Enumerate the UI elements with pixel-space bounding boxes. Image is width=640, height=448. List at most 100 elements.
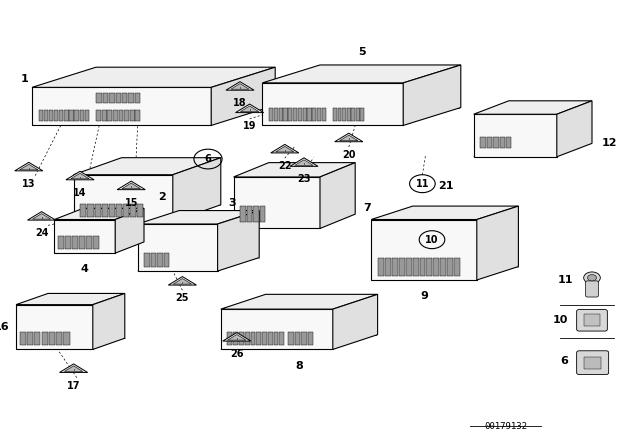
Bar (58, 236, 64, 249)
Polygon shape (33, 214, 51, 219)
Polygon shape (16, 293, 125, 305)
Text: 3: 3 (228, 198, 236, 208)
Polygon shape (221, 309, 333, 349)
Bar (392, 258, 397, 276)
Polygon shape (74, 158, 221, 175)
Bar (116, 93, 121, 103)
Bar (54, 110, 58, 121)
Bar (273, 332, 278, 345)
Bar (241, 206, 246, 222)
Text: 6: 6 (205, 154, 211, 164)
Polygon shape (66, 171, 94, 180)
Bar (385, 258, 391, 276)
Bar (20, 332, 26, 345)
Bar (97, 93, 102, 103)
Polygon shape (226, 82, 254, 90)
Bar (56, 332, 62, 345)
Text: 24: 24 (35, 228, 49, 238)
Bar (34, 332, 40, 345)
Bar (44, 110, 48, 121)
Bar (49, 332, 55, 345)
Polygon shape (262, 65, 461, 83)
Bar (303, 108, 307, 121)
Polygon shape (241, 106, 259, 112)
Text: 21: 21 (438, 181, 454, 191)
Polygon shape (340, 135, 358, 141)
Polygon shape (231, 84, 249, 89)
Polygon shape (138, 224, 218, 271)
Bar (301, 332, 307, 345)
Bar (584, 314, 600, 326)
Bar (244, 332, 250, 345)
Text: 7: 7 (363, 203, 371, 213)
Bar (239, 332, 244, 345)
Bar (288, 108, 292, 121)
Polygon shape (60, 364, 88, 372)
Polygon shape (122, 183, 140, 189)
Text: 20: 20 (342, 150, 356, 160)
Polygon shape (557, 101, 592, 157)
Polygon shape (335, 133, 363, 142)
Bar (93, 236, 99, 249)
Text: 18: 18 (233, 98, 247, 108)
Bar (262, 332, 267, 345)
Bar (42, 332, 48, 345)
Bar (113, 110, 118, 121)
Bar (86, 236, 92, 249)
Bar (322, 108, 326, 121)
Bar (88, 204, 93, 217)
Bar (69, 110, 74, 121)
Polygon shape (117, 181, 145, 190)
Polygon shape (371, 220, 477, 280)
Text: 6: 6 (561, 356, 568, 366)
Bar (128, 93, 134, 103)
Polygon shape (276, 146, 294, 152)
Bar (360, 108, 364, 121)
Bar (406, 258, 412, 276)
Polygon shape (234, 163, 355, 177)
Bar (342, 108, 346, 121)
Polygon shape (221, 294, 378, 309)
Text: 26: 26 (230, 349, 244, 359)
Polygon shape (320, 163, 355, 228)
Polygon shape (54, 220, 115, 253)
Bar (59, 110, 63, 121)
Bar (124, 110, 129, 121)
Bar (298, 108, 302, 121)
Bar (420, 258, 426, 276)
Text: 14: 14 (73, 188, 87, 198)
Bar (164, 253, 169, 267)
Bar (454, 258, 460, 276)
Bar (312, 108, 316, 121)
Polygon shape (93, 293, 125, 349)
Polygon shape (15, 162, 43, 171)
Text: 22: 22 (278, 161, 292, 171)
Bar (27, 332, 33, 345)
Polygon shape (223, 332, 251, 341)
Bar (109, 204, 115, 217)
Text: 11: 11 (557, 275, 573, 285)
Bar (233, 332, 238, 345)
Circle shape (588, 275, 596, 281)
Bar (493, 137, 499, 148)
Polygon shape (16, 305, 93, 349)
Bar (136, 110, 140, 121)
Polygon shape (20, 164, 38, 170)
Polygon shape (211, 67, 275, 125)
Polygon shape (173, 158, 221, 222)
Bar (480, 137, 486, 148)
Bar (351, 108, 355, 121)
Bar (84, 110, 89, 121)
Bar (274, 108, 278, 121)
Polygon shape (477, 206, 518, 280)
Bar (145, 253, 150, 267)
Polygon shape (262, 83, 403, 125)
Bar (38, 110, 43, 121)
Bar (79, 110, 84, 121)
Bar (256, 332, 261, 345)
Bar (122, 93, 127, 103)
Bar (79, 236, 84, 249)
Bar (109, 93, 115, 103)
Bar (253, 206, 259, 222)
Bar (260, 206, 265, 222)
